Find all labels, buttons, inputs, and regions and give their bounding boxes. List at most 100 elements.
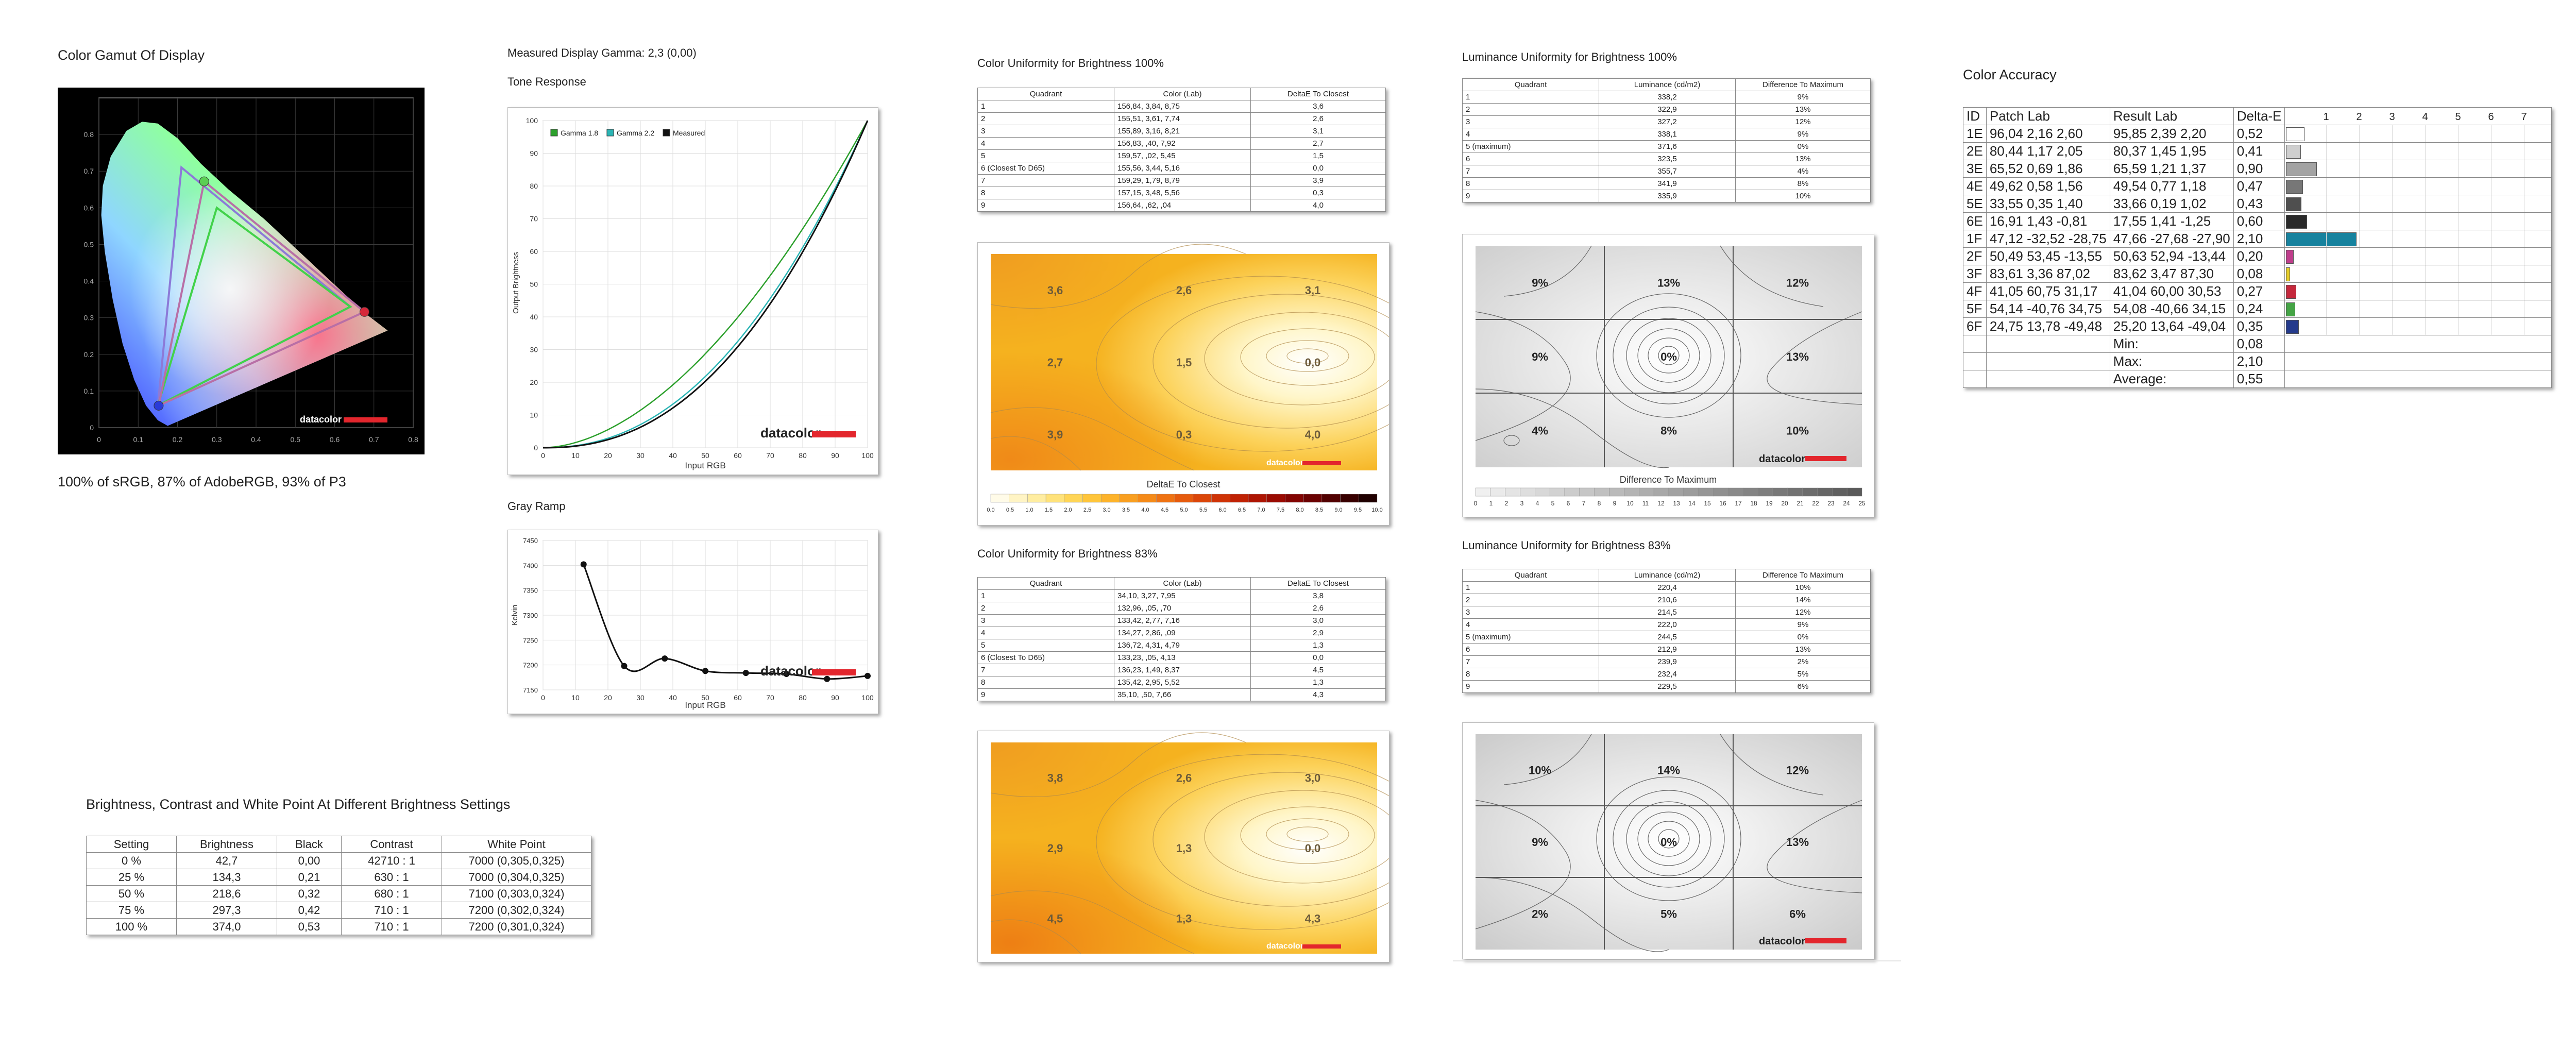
acc-gridline <box>2326 125 2327 142</box>
acc-patch: 80,44 1,17 2,05 <box>1986 142 2110 160</box>
acc-gridline <box>2425 178 2426 195</box>
cu-scale-label: 1.0 <box>1025 507 1033 513</box>
lu83-cell: 5% <box>1735 668 1871 681</box>
acc-gridline <box>2458 213 2459 230</box>
cu83-head-2: DeltaE To Closest <box>1250 577 1386 590</box>
acc-gridline <box>2425 143 2426 160</box>
acc-result: 54,08 -40,66 34,15 <box>2109 300 2234 318</box>
tone-ytick: 50 <box>530 280 538 289</box>
acc-gridline <box>2392 248 2393 265</box>
acc-de: 2,10 <box>2233 230 2285 248</box>
acc-bar-cell <box>2284 265 2552 283</box>
gray-point <box>824 675 831 682</box>
lu-scale-swatch <box>1549 487 1565 497</box>
gamut-logo: datacolor <box>300 414 342 425</box>
acc-gridline <box>2458 265 2459 282</box>
acc-gridline <box>2491 230 2492 247</box>
lu100-cell: 335,9 <box>1599 190 1736 202</box>
lu-quadrant-value: 13% <box>1786 836 1809 849</box>
lu-quadrant-value: 12% <box>1786 277 1809 290</box>
tone-xtick: 30 <box>636 451 645 460</box>
cu100-scale: 0.0 0.5 1.0 1.5 2.0 2.5 3.0 3.5 4.0 4.5 5.0 5.5 6.0 6… <box>987 494 1383 513</box>
cu100-row: 8 157,15, 3,48, 5,56 0,3 <box>977 187 1386 199</box>
cu100-row: 9 156,64, ,62, ,04 4,0 <box>977 199 1386 212</box>
tone-series-line <box>543 120 869 449</box>
cu83-logo-bar <box>1302 944 1341 949</box>
cu-scale-label: 5.5 <box>1199 507 1207 513</box>
acc-result: 41,04 60,00 30,53 <box>2109 282 2234 300</box>
acc-scale-tick: 7 <box>2521 111 2527 123</box>
cu83-cell: 2 <box>977 602 1114 615</box>
lu100-cell: 4% <box>1735 165 1871 178</box>
tone-ytick: 30 <box>530 346 538 354</box>
acc-gridline <box>2491 213 2492 230</box>
lu100-cell: 6 <box>1462 153 1599 165</box>
cu-quadrant-value: 0,0 <box>1305 842 1321 855</box>
lu-scale-label: 17 <box>1735 500 1742 507</box>
acc-scale-tick: 3 <box>2389 111 2395 123</box>
cu83-row: 1 34,10, 3,27, 7,95 3,8 <box>977 589 1386 602</box>
cu83-head-0: Quadrant <box>977 577 1114 590</box>
tone-xtick: 100 <box>861 451 874 460</box>
bct-cell: 0,32 <box>277 885 342 902</box>
cu83-row: 4 134,27, 2,86, ,09 2,9 <box>977 627 1386 639</box>
lu-scale-swatch <box>1475 487 1491 497</box>
lu83-logo-bar <box>1805 938 1846 943</box>
bct-title: Brightness, Contrast and White Point At … <box>86 797 511 812</box>
lu83-head-0: Quadrant <box>1462 569 1599 582</box>
acc-head-patch: Patch Lab <box>1986 107 2110 125</box>
lu100-row: 4 338,1 9% <box>1462 128 1871 141</box>
lu-scale-label: 11 <box>1642 500 1649 507</box>
acc-id: 1E <box>1963 125 1987 143</box>
gray-point <box>621 663 628 669</box>
acc-min: 0,08 <box>2233 335 2285 353</box>
gamut-xtick: 0.1 <box>133 435 144 444</box>
gamut-xtick: 0.5 <box>291 435 301 444</box>
bct-cell: 7000 (0,305,0,325) <box>442 852 591 869</box>
cu100-cell: 3 <box>977 125 1114 138</box>
lu-scale-swatch <box>1772 487 1788 497</box>
acc-gridline <box>2425 318 2426 335</box>
tone-xtick: 60 <box>734 451 742 460</box>
tone-xtick: 10 <box>571 451 580 460</box>
lu-quadrant-value: 12% <box>1786 764 1809 777</box>
gray-xtick: 100 <box>861 693 874 702</box>
acc-avg-label: Average: <box>2109 370 2234 388</box>
acc-bar <box>2286 302 2295 316</box>
gray-ytick: 7150 <box>523 686 538 694</box>
acc-row: 6E 16,91 1,43 -0,81 17,55 1,41 -1,25 0,60 <box>1963 212 2552 230</box>
acc-gridline <box>2491 195 2492 212</box>
acc-bar-cell <box>2284 177 2552 195</box>
gray-xtick: 10 <box>571 693 580 702</box>
acc-foot-blank <box>2284 335 2552 353</box>
lu-scale-swatch <box>1846 487 1862 497</box>
lu-quadrant-value: 5% <box>1660 907 1677 920</box>
bct-cell: 680 : 1 <box>341 885 442 902</box>
gray-xtick: 20 <box>604 693 612 702</box>
lu100-cell: 2 <box>1462 103 1599 116</box>
lu-scale-label: 8 <box>1598 500 1601 507</box>
lu100-row: 5 (maximum) 371,6 0% <box>1462 140 1871 153</box>
acc-de: 0,90 <box>2233 160 2285 178</box>
tone-title: Tone Response <box>507 75 586 88</box>
cu-scale-swatch <box>1156 494 1175 503</box>
cu-scale-swatch <box>1138 494 1157 503</box>
acc-id: 6E <box>1963 212 1987 230</box>
acc-gridline <box>2392 318 2393 335</box>
acc-row: 2F 50,49 53,45 -13,55 50,63 52,94 -13,44 0,… <box>1963 247 2552 265</box>
cu100-cell: 6 (Closest To D65) <box>977 162 1114 175</box>
acc-gridline <box>2392 213 2393 230</box>
lu100-cell: 338,2 <box>1599 91 1736 104</box>
acc-gridline <box>2392 160 2393 177</box>
lu100-cell: 338,1 <box>1599 128 1736 141</box>
cu-quadrant-value: 3,6 <box>1047 284 1063 297</box>
acc-gridline <box>2392 300 2393 317</box>
lu100-cell: 8% <box>1735 177 1871 190</box>
acc-bar-cell <box>2284 282 2552 300</box>
cu100-cell: 159,57, ,02, 5,45 <box>1114 149 1251 162</box>
gamut-summary: 100% of sRGB, 87% of AdobeRGB, 93% of P3 <box>58 474 346 489</box>
cu-scale-label: 9.0 <box>1334 507 1342 513</box>
lu100-cell: 9% <box>1735 91 1871 104</box>
acc-row: 3E 65,52 0,69 1,86 65,59 1,21 1,37 0,90 <box>1963 160 2552 178</box>
cu100-heatmap: 3,6 2,6 3,1 2,7 1,5 0,0 3,9 0,3 4,0 datacolor De… <box>987 244 1437 513</box>
